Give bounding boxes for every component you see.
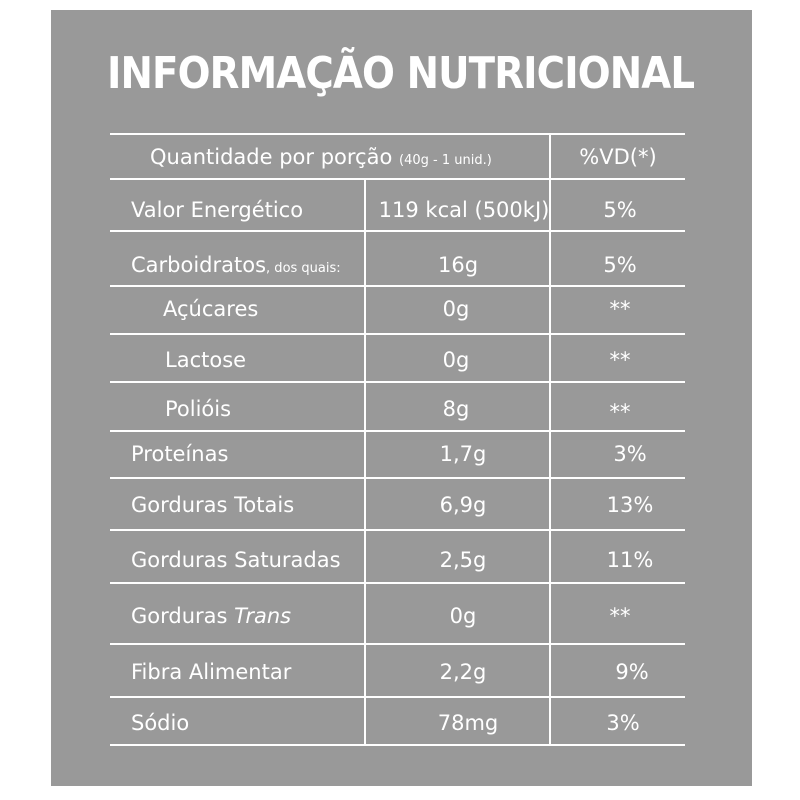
row-divider	[110, 430, 685, 432]
nutrition-panel	[51, 10, 752, 786]
row-amount-lactose: 0g	[442, 348, 470, 372]
row-dv-total-fat: 13%	[606, 493, 654, 517]
row-name-trans-fat: Gorduras Trans	[131, 604, 291, 628]
row-dv-lactose: **	[609, 348, 631, 372]
row-divider	[110, 582, 685, 584]
portion-size: (40g - 1 unid.)	[399, 153, 492, 168]
header-quantity: Quantidade por porção (40g - 1 unid.)	[150, 145, 492, 173]
column-divider	[549, 133, 551, 744]
carbs-label: Carboidratos	[131, 253, 267, 277]
row-name-protein: Proteínas	[131, 442, 229, 466]
row-dv-sugars: **	[609, 297, 631, 321]
row-name-carbs: Carboidratos, dos quais:	[131, 253, 341, 281]
row-dv-fiber: 9%	[615, 660, 649, 684]
row-name-energy: Valor Energético	[131, 198, 304, 222]
row-amount-energy: 119 kcal (500kJ)	[378, 198, 550, 222]
row-amount-sugars: 0g	[442, 297, 470, 321]
header-dv: %VD(*)	[579, 145, 657, 169]
row-amount-total-fat: 6,9g	[439, 493, 487, 517]
row-name-sodium: Sódio	[131, 711, 190, 735]
row-dv-polyols: **	[609, 400, 631, 424]
row-name-total-fat: Gorduras Totais	[131, 493, 295, 517]
row-divider	[110, 643, 685, 645]
row-dv-sodium: 3%	[606, 711, 640, 735]
row-name-sugars: Açúcares	[163, 297, 259, 321]
row-name-lactose: Lactose	[165, 348, 247, 372]
page-title: INFORMAÇÃO NUTRICIONAL	[107, 48, 695, 99]
row-amount-trans-fat: 0g	[449, 604, 477, 628]
row-name-saturated-fat: Gorduras Saturadas	[131, 548, 341, 572]
row-divider	[110, 333, 685, 335]
quantity-label: Quantidade por porção	[150, 145, 393, 169]
row-amount-sodium: 78mg	[437, 711, 499, 735]
table-top-border	[110, 133, 685, 135]
row-amount-polyols: 8g	[442, 397, 470, 421]
row-amount-carbs: 16g	[437, 253, 479, 277]
row-divider	[110, 696, 685, 698]
row-divider	[110, 230, 685, 232]
trans-fat-label: Gorduras	[131, 604, 235, 628]
row-divider	[110, 529, 685, 531]
row-dv-protein: 3%	[613, 442, 647, 466]
table-bottom-border	[110, 744, 685, 746]
row-name-polyols: Polióis	[165, 397, 232, 421]
row-divider	[110, 285, 685, 287]
row-dv-carbs: 5%	[603, 253, 637, 277]
row-amount-saturated-fat: 2,5g	[439, 548, 487, 572]
header-divider	[110, 178, 685, 180]
trans-label: Trans	[234, 604, 292, 628]
row-dv-trans-fat: **	[609, 604, 631, 628]
row-amount-protein: 1,7g	[439, 442, 487, 466]
column-divider	[364, 178, 366, 744]
row-name-fiber: Fibra Alimentar	[131, 660, 292, 684]
row-dv-energy: 5%	[603, 198, 637, 222]
carbs-suffix: , dos quais:	[266, 261, 341, 276]
row-amount-fiber: 2,2g	[439, 660, 487, 684]
row-divider	[110, 477, 685, 479]
row-dv-saturated-fat: 11%	[606, 548, 654, 572]
row-divider	[110, 381, 685, 383]
